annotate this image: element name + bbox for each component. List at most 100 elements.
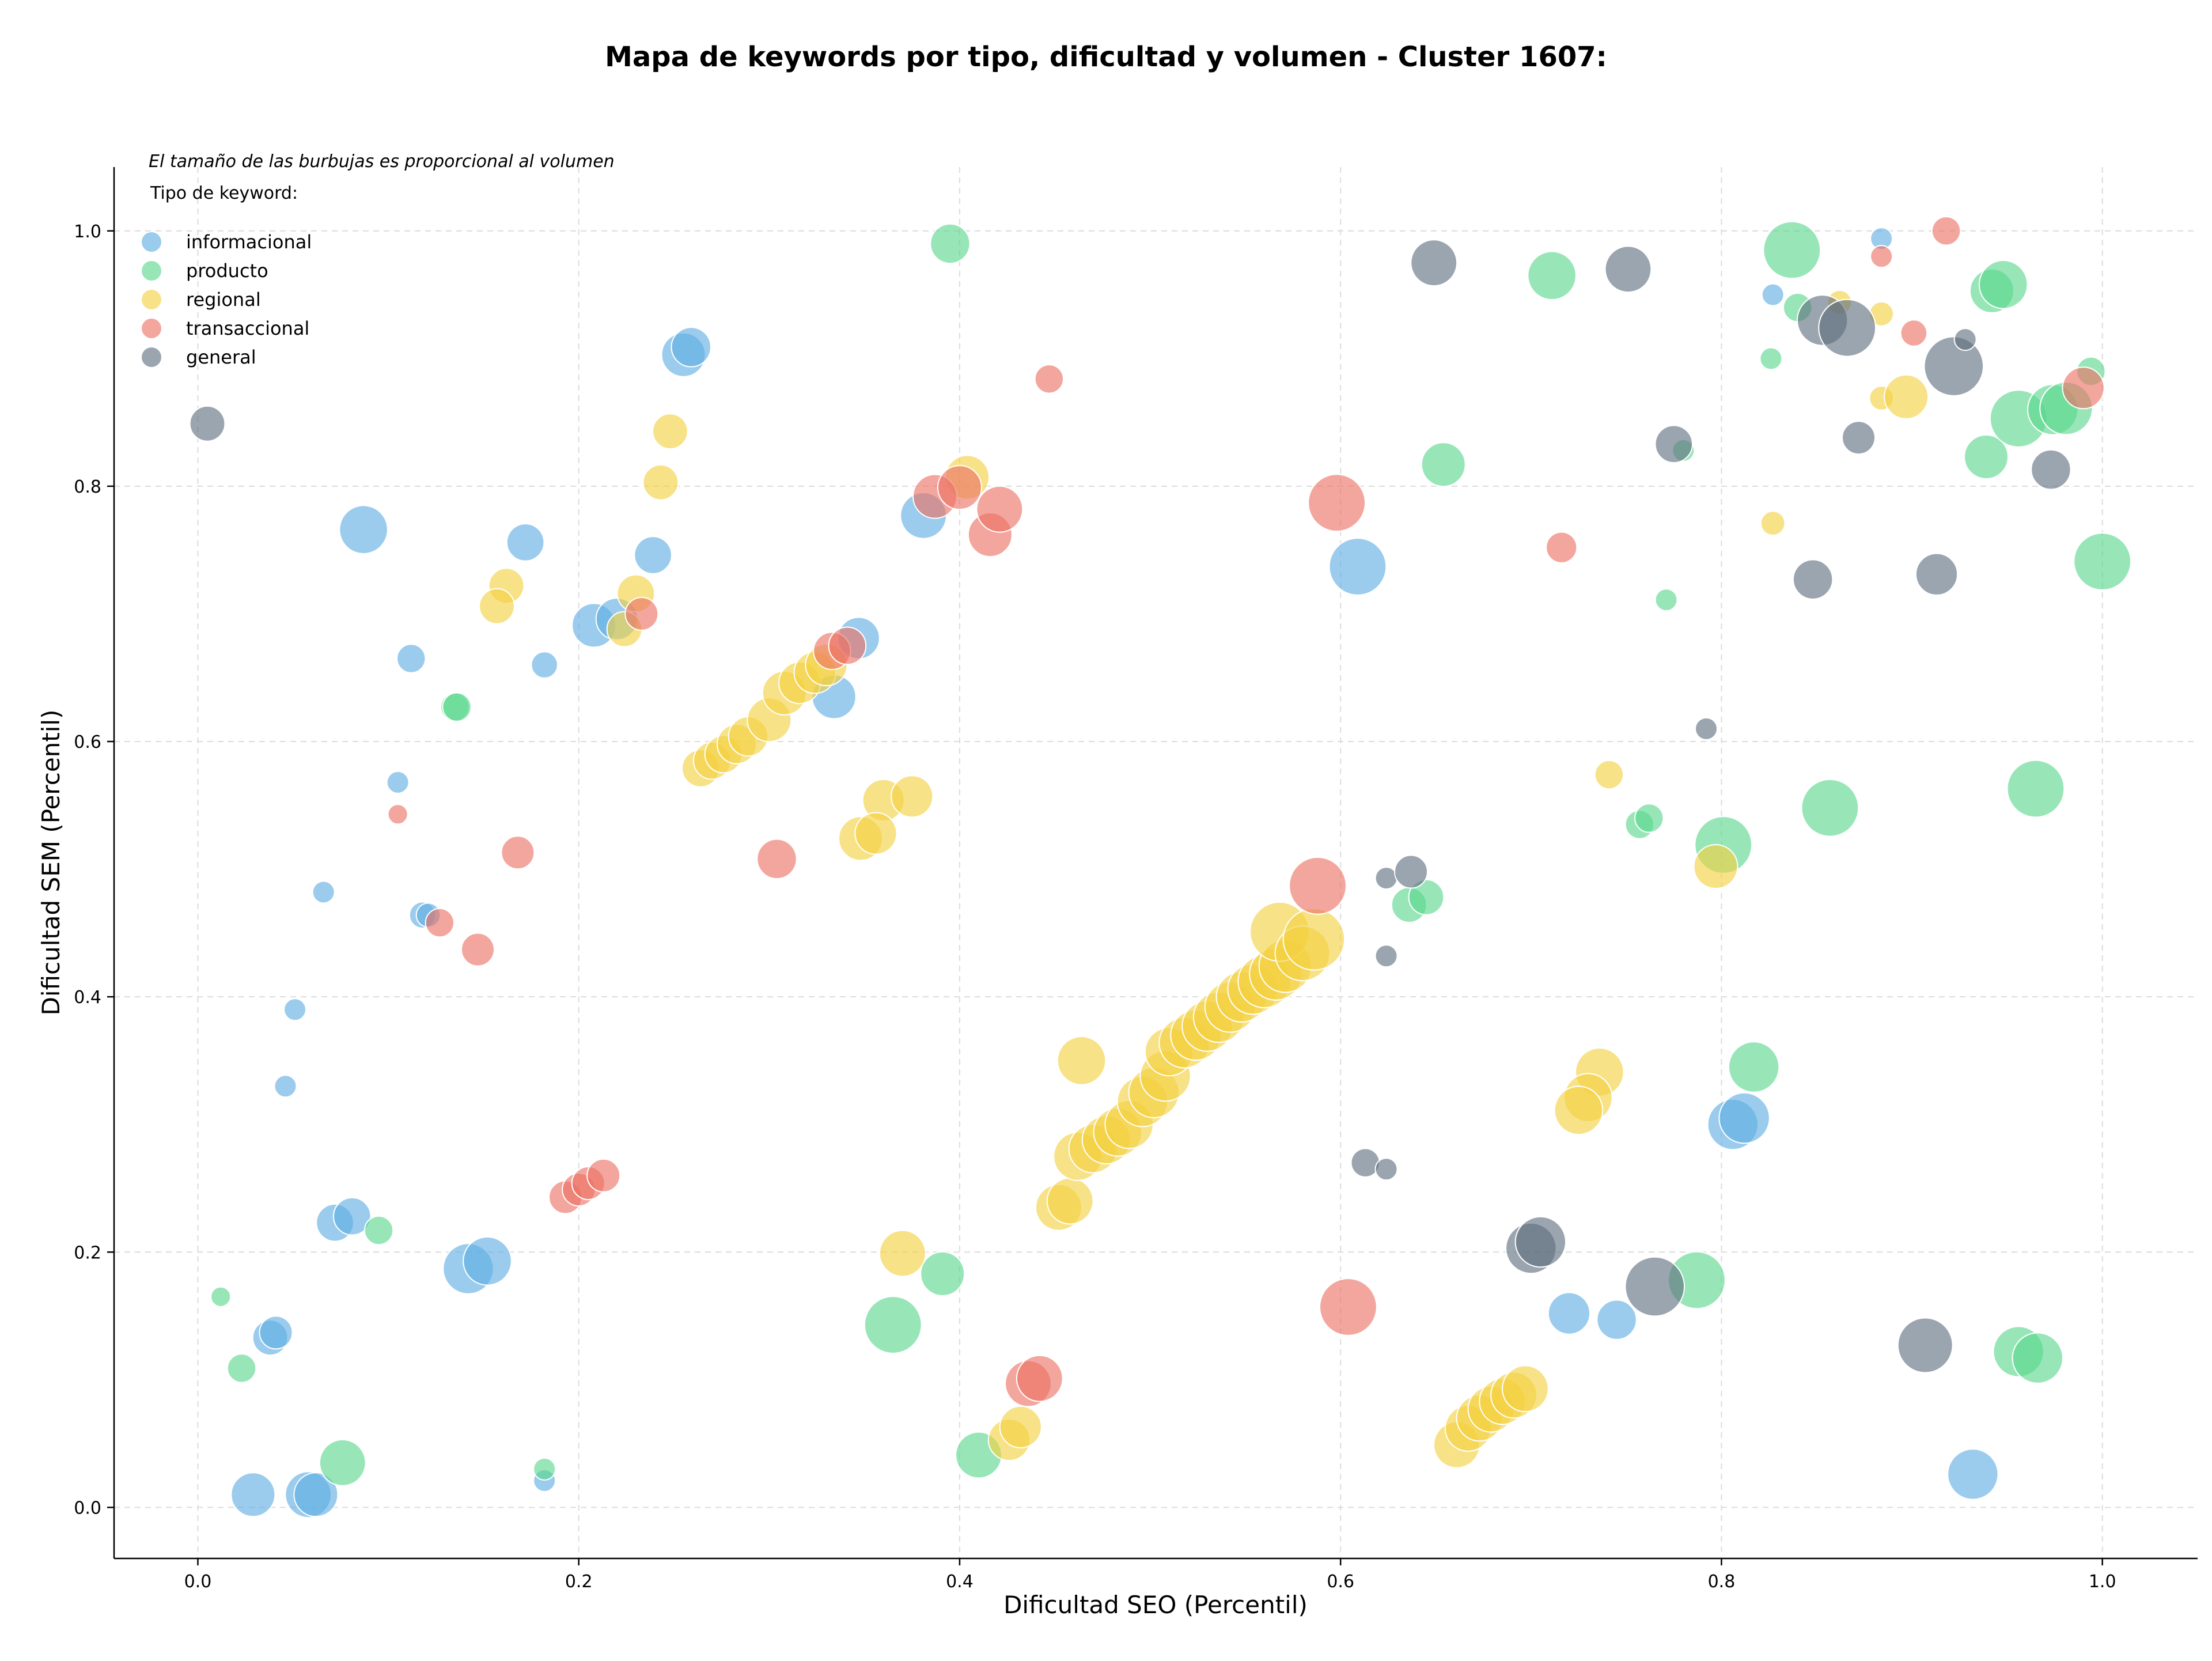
bubble-layer [189,216,2132,1519]
axis-ticks: 0.0 0.2 0.4 0.6 0.8 1.0 0.0 0.2 0.4 0.6 0.8 1.0 [74,222,2116,1592]
bubble-producto [210,1286,232,1307]
legend-label-regional: regional [186,289,261,311]
bubble-producto [863,1296,922,1354]
bubble-regional [1760,510,1786,536]
bubble-regional [1594,759,1624,790]
legend-marker-transaccional [142,319,161,338]
bubble-informacional [293,1472,339,1518]
bubble-regional [642,464,679,501]
bubble-general [1897,1317,1953,1374]
bubble-producto [1763,221,1821,279]
y-tick-label: 1.0 [74,222,101,242]
bubble-informacional [506,523,545,562]
x-tick-label: 0.6 [1327,1572,1354,1592]
bubble-producto [1978,260,2028,309]
bubble-transaccional [756,838,797,880]
bubble-transaccional [1319,1278,1377,1336]
bubble-producto [930,223,971,264]
legend-label-general: general [186,346,256,368]
legend-marker-general [142,347,161,367]
bubble-general [1374,1157,1398,1181]
x-tick-label: 1.0 [2089,1572,2116,1592]
bubble-general [1604,245,1652,293]
bubble-transaccional [624,596,659,631]
bubble-informacional [312,880,335,904]
x-tick-label: 0.4 [946,1572,974,1592]
bubble-general [189,405,226,442]
bubble-informacional [1328,538,1387,596]
bubble-producto [1964,434,2009,479]
legend-label-transaccional: transaccional [186,317,309,339]
bubble-transaccional [1931,216,1961,246]
y-tick-label: 0.0 [74,1498,101,1518]
bubble-producto [1408,879,1445,915]
grid-lines [114,167,2198,1558]
bubble-regional [1554,1085,1604,1136]
bubble-producto [2006,759,2065,818]
bubble-informacional [332,1197,372,1236]
bubble-regional [652,413,688,450]
legend-marker-informacional [142,232,161,252]
bubble-regional [854,812,897,855]
bubble-general [1410,239,1458,287]
bubble-producto [442,692,472,722]
bubble-general [1374,944,1398,968]
x-tick-label: 0.8 [1708,1572,1736,1592]
legend-title: Tipo de keyword: [150,183,298,203]
bubble-producto [920,1251,965,1296]
bubble-transaccional [1546,531,1578,563]
bubble-producto [533,1457,556,1481]
bubble-transaccional [1308,474,1366,532]
bubble-transaccional [1900,319,1928,347]
bubble-general [2031,449,2071,490]
bubble-producto [1728,1041,1780,1093]
bubble-regional [878,1229,926,1277]
bubble-transaccional [387,804,408,825]
bubble-producto [2012,1332,2063,1384]
bubble-producto [363,1215,394,1246]
bubble-size-note: El tamaño de las burbujas es proporciona… [149,152,615,172]
bubble-regional [1693,844,1738,890]
bubble-producto [1634,803,1664,833]
bubble-informacional [274,1074,297,1098]
legend: El tamaño de las burbujas es proporciona… [142,152,615,368]
bubble-regional [1282,908,1346,971]
bubble-informacional [259,1315,293,1350]
bubble-general [1654,425,1694,464]
bubble-transaccional [501,835,535,870]
bubble-informacional [1718,1092,1770,1144]
series-informacional [230,227,1999,1519]
x-axis-label: Dificultad SEO (Percentil) [1003,1591,1308,1619]
bubble-general [1841,421,1876,455]
bubble-producto [2073,532,2132,591]
y-tick-label: 0.6 [74,732,101,752]
x-tick-label: 0.2 [565,1572,593,1592]
bubble-transaccional [828,626,867,665]
bubble-producto [1527,251,1577,301]
bubble-transaccional [460,932,495,967]
bubble-producto [1654,588,1678,612]
bubble-producto [1801,778,1859,837]
bubble-general [1350,1148,1380,1178]
y-axis-label: Dificultad SEM (Percentil) [37,710,65,1016]
bubble-producto [226,1353,257,1383]
series-transaccional [387,216,2105,1408]
bubble-informacional [1547,1292,1591,1335]
bubble-informacional [1947,1448,1999,1500]
chart-title: Mapa de keywords por tipo, dificultad y … [605,41,1607,73]
bubble-informacional [386,770,410,794]
bubble-transaccional [1289,856,1347,915]
bubble-general [1915,553,1959,596]
bubble-general [1792,559,1834,600]
legend-label-producto: producto [186,260,268,282]
bubble-regional [1502,1365,1549,1413]
bubble-general [1394,854,1429,889]
series-general [189,239,2071,1374]
bubble-informacional [463,1236,512,1286]
bubble-producto [319,1439,366,1486]
bubble-transaccional [1870,245,1893,268]
bubble-informacional [396,644,426,674]
bubble-transaccional [586,1158,621,1193]
bubble-producto [1421,442,1466,487]
